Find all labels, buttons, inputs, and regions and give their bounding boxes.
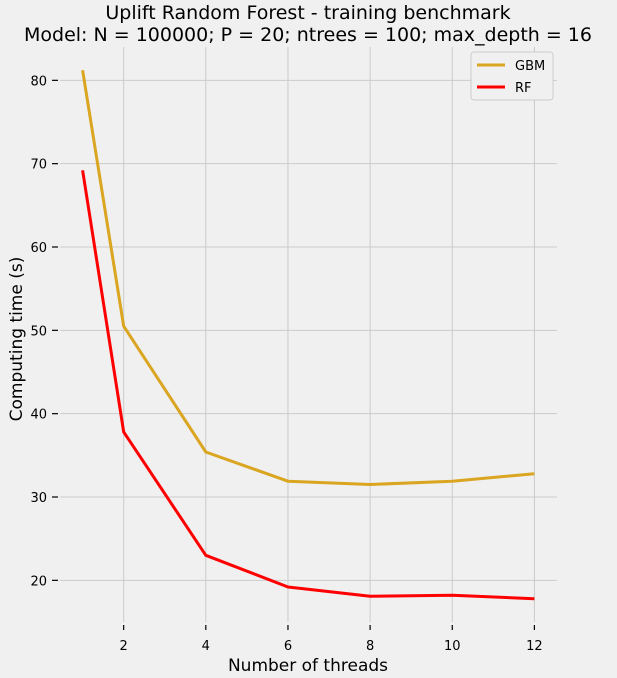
- y-tick-label: 20: [30, 574, 47, 589]
- x-tick-label: 8: [366, 639, 374, 654]
- legend-label: GBM: [515, 59, 545, 74]
- legend-label: RF: [515, 81, 532, 96]
- series-lines: [81, 70, 535, 601]
- x-tick-label: 4: [202, 639, 210, 654]
- y-tick-label: 80: [30, 74, 47, 89]
- y-axis-label: Computing time (s): [7, 257, 27, 422]
- x-tick-label: 10: [444, 639, 461, 654]
- chart-subtitle: Model: N = 100000; P = 20; ntrees = 100;…: [24, 24, 592, 46]
- y-tick-label: 30: [30, 491, 47, 506]
- y-tick-label: 60: [30, 241, 47, 256]
- series-line-rf: [81, 170, 535, 601]
- y-tick-label: 40: [30, 408, 47, 423]
- series-line-gbm: [81, 70, 535, 486]
- x-tick-label: 6: [284, 639, 292, 654]
- chart-title: Uplift Random Forest - training benchmar…: [105, 2, 510, 24]
- y-tick-label: 70: [30, 158, 47, 173]
- x-tick-label: 12: [526, 639, 543, 654]
- legend: GBM RF: [470, 51, 554, 101]
- y-tick-label: 50: [30, 324, 47, 339]
- axis-ticks: 2 4 6 8 10 12 20 30 40 50 60 70 80: [30, 74, 542, 654]
- x-tick-label: 2: [120, 639, 128, 654]
- x-axis-label: Number of threads: [228, 656, 388, 676]
